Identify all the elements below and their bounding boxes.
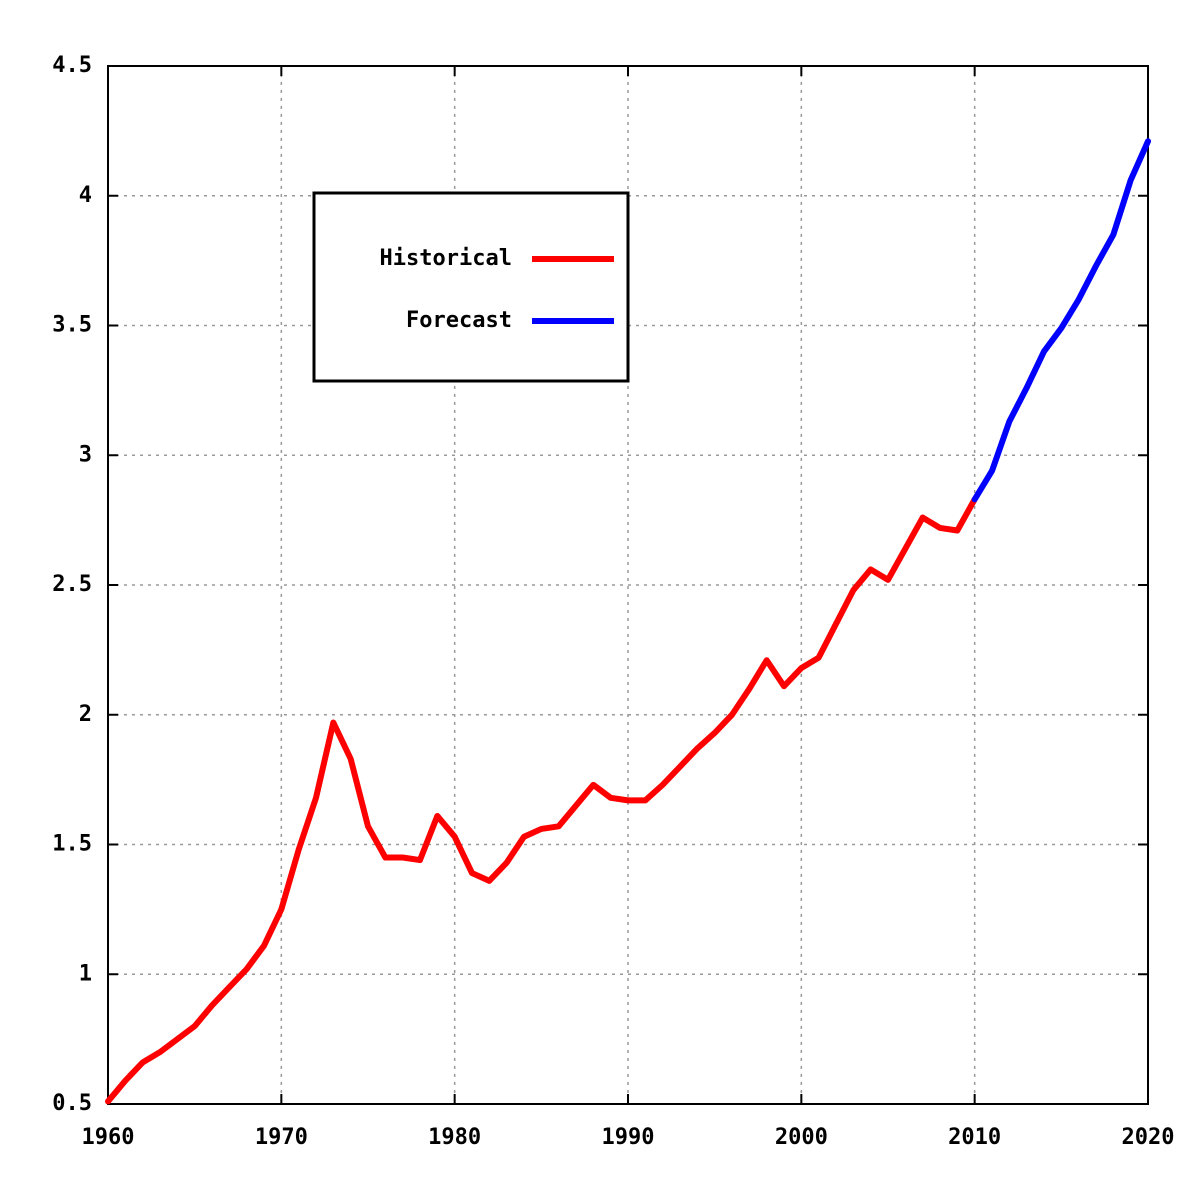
y-tick-label: 2.5 bbox=[52, 572, 92, 597]
legend-label: Historical bbox=[380, 246, 512, 271]
x-tick-label: 1980 bbox=[428, 1125, 481, 1150]
x-tick-label: 1970 bbox=[255, 1125, 308, 1150]
x-tick-label: 1990 bbox=[602, 1125, 655, 1150]
x-tick-label: 1960 bbox=[82, 1125, 135, 1150]
x-tick-label: 2020 bbox=[1122, 1125, 1175, 1150]
y-tick-label: 1 bbox=[79, 961, 92, 986]
y-tick-label: 3 bbox=[79, 442, 92, 467]
y-tick-label: 4 bbox=[79, 183, 92, 208]
data-line bbox=[971, 138, 1151, 503]
y-tick-label: 0.5 bbox=[52, 1091, 92, 1116]
x-tick-label: 2010 bbox=[948, 1125, 1001, 1150]
legend-label: Forecast bbox=[406, 308, 512, 333]
y-tick-label: 2 bbox=[79, 702, 92, 727]
y-tick-label: 4.5 bbox=[52, 53, 92, 78]
legend-box bbox=[312, 191, 630, 383]
data-line bbox=[105, 496, 978, 1105]
x-tick-label: 2000 bbox=[775, 1125, 828, 1150]
y-tick-label: 1.5 bbox=[52, 832, 92, 857]
legend: Historical Forecast bbox=[312, 191, 630, 383]
plot-frame bbox=[107, 65, 1149, 1105]
y-tick-label: 3.5 bbox=[52, 313, 92, 338]
